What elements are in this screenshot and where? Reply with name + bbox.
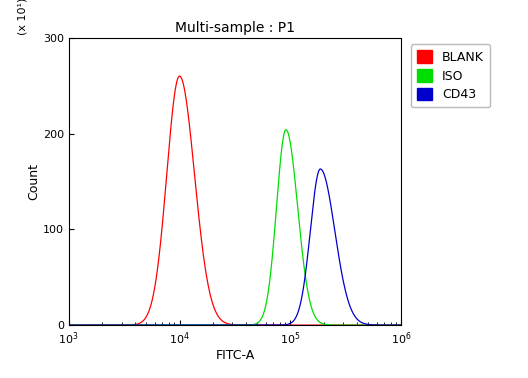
ISO [283, 127, 289, 132]
Legend: BLANK, ISO, CD43: BLANK, ISO, CD43 [411, 44, 490, 107]
CD43 [317, 167, 324, 171]
BLANK [388, 323, 394, 327]
ISO [223, 323, 230, 327]
BLANK [208, 296, 214, 301]
Title: Multi-sample : P1: Multi-sample : P1 [175, 21, 295, 35]
BLANK [223, 321, 230, 325]
CD43 [223, 323, 230, 327]
BLANK [371, 323, 378, 327]
CD43 [307, 229, 314, 234]
ISO [398, 323, 404, 327]
ISO [205, 323, 212, 327]
CD43 [388, 323, 394, 327]
ISO [371, 323, 378, 327]
Y-axis label: Count: Count [27, 163, 40, 200]
CD43 [205, 323, 212, 327]
Line: CD43: CD43 [69, 169, 401, 325]
Text: (x 10¹): (x 10¹) [17, 0, 27, 35]
BLANK [205, 284, 212, 289]
Line: BLANK: BLANK [69, 76, 401, 325]
CD43 [65, 323, 72, 327]
ISO [307, 301, 314, 306]
BLANK [176, 74, 183, 78]
X-axis label: FITC-A: FITC-A [215, 349, 254, 363]
BLANK [398, 323, 404, 327]
ISO [208, 323, 214, 327]
BLANK [65, 323, 72, 327]
CD43 [208, 323, 214, 327]
ISO [388, 323, 394, 327]
BLANK [307, 323, 314, 327]
ISO [65, 323, 72, 327]
Line: ISO: ISO [69, 130, 401, 325]
CD43 [398, 323, 404, 327]
CD43 [371, 323, 378, 327]
